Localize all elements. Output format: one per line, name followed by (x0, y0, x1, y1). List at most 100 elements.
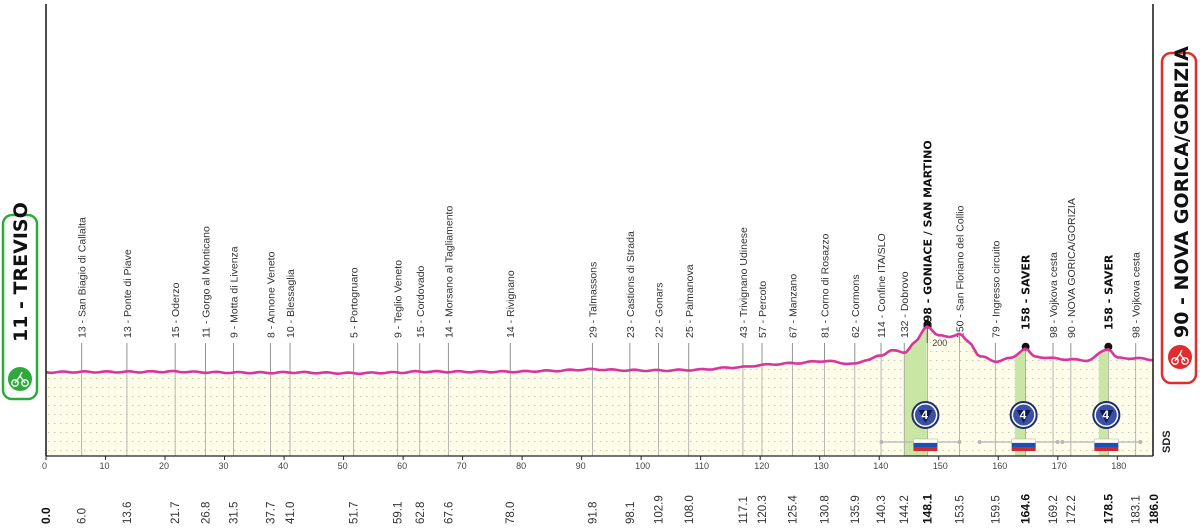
finish-wheel-left-icon (1171, 357, 1179, 365)
waypoint-km-23: 144.2 (899, 495, 911, 524)
waypoint-label-17: 43 - Trivignano Udinese (738, 227, 750, 338)
waypoint-km-25: 153.5 (955, 495, 967, 524)
start-cyclist-icon (6, 365, 34, 393)
waypoint-label-8: 5 - Portogruaro (349, 267, 361, 338)
waypoint-label-18: 57 - Percoto (757, 281, 769, 338)
start-label-box (1, 213, 39, 401)
start-frame-icon (14, 371, 26, 384)
waypoint-label-30: 158 - SAVER (1102, 254, 1115, 330)
profile-area (46, 326, 1153, 456)
waypoint-km-12: 78.0 (505, 502, 517, 524)
waypoint-label-23: 132 - Dobrovo (899, 271, 911, 338)
waypoint-km-5: 31.5 (229, 502, 241, 524)
finish-km-label: 186.0 (1147, 494, 1161, 524)
waypoint-label-26: 79 - Ingresso circuito (990, 240, 1002, 338)
climb-segment-1 (904, 326, 928, 456)
waypoint-km-6: 37.7 (265, 502, 277, 524)
slovenia-flag-white-icon (913, 438, 938, 444)
waypoint-label-12: 14 - Rivignano (505, 270, 517, 338)
slovenia-flag-white-icon (1011, 438, 1036, 444)
waypoint-label-13: 29 - Talmassons (587, 262, 599, 338)
climb-badge-3: 4 (1060, 401, 1143, 451)
climb-badge-triangle-icon (1099, 410, 1114, 423)
bonus-strip-start (879, 440, 884, 444)
inner-y-tick-label: 200 (932, 338, 947, 348)
finish-wheel-right-icon (1181, 357, 1189, 365)
waypoint-km-9: 59.1 (393, 502, 405, 524)
waypoint-km-7: 41.0 (285, 502, 297, 524)
waypoint-km-30: 178.5 (1101, 494, 1115, 524)
waypoint-label-3: 15 - Oderzo (170, 282, 182, 338)
climb-category-label: 4 (921, 408, 928, 422)
start-km-label: 0.0 (39, 507, 53, 524)
x-tick-label-150: 150 (933, 461, 948, 471)
climb-badge-1: 4 (879, 401, 962, 451)
brand-logo: SDS (1161, 430, 1173, 453)
waypoint-km-1: 6.0 (77, 508, 89, 524)
waypoint-km-3: 21.7 (170, 502, 182, 524)
waypoint-km-28: 169.2 (1048, 495, 1060, 524)
slovenia-flag-blue-icon (913, 443, 938, 447)
x-tick-label-0: 0 (42, 461, 47, 471)
x-tick-label-130: 130 (814, 461, 829, 471)
slovenia-flag-white-icon (1094, 438, 1119, 444)
waypoint-km-26: 159.5 (990, 495, 1002, 524)
waypoint-km-18: 120.3 (757, 495, 769, 524)
x-tick-label-170: 170 (1052, 461, 1067, 471)
slovenia-flag-red-icon (1094, 447, 1119, 451)
x-tick-label-80: 80 (516, 461, 526, 471)
slovenia-flag-red-icon (1011, 447, 1036, 451)
waypoint-km-17: 117.1 (738, 496, 750, 524)
finish-label: 90 - NOVA GORICA/GORIZIA (1171, 46, 1193, 338)
waypoint-label-9: 9 - Teglio Veneto (393, 260, 405, 338)
profile-line (45, 325, 1153, 376)
x-tick-label-30: 30 (219, 461, 229, 471)
finish-cyclist-icon (1166, 343, 1194, 371)
waypoint-label-24: 298 - GONIACE / SAN MARTINO (921, 140, 934, 330)
climb-category-label: 4 (1020, 408, 1027, 422)
waypoint-label-20: 81 - Corno di Rosazzo (820, 233, 832, 338)
start-wheel-right-icon (21, 379, 29, 387)
waypoint-label-10: 15 - Cordovado (415, 265, 427, 338)
x-tick-label-180: 180 (1111, 461, 1126, 471)
waypoint-km-4: 26.8 (201, 502, 213, 524)
finish-frame-icon (1174, 349, 1186, 362)
x-tick-label-20: 20 (159, 461, 169, 471)
waypoint-label-2: 13 - Ponte di Piave (122, 249, 134, 338)
waypoint-km-16: 108.0 (684, 495, 696, 524)
waypoint-label-21: 62 - Cormons (850, 274, 862, 338)
bonus-strip-end (1138, 440, 1143, 444)
bonus-strip-start (1060, 440, 1065, 444)
waypoint-km-15: 102.9 (653, 495, 665, 524)
waypoint-km-11: 67.6 (443, 502, 455, 524)
x-tick-label-90: 90 (576, 461, 586, 471)
slovenia-flag-blue-icon (1011, 443, 1036, 447)
climb-badge-2: 4 (977, 401, 1060, 451)
start-marker: 11 - TREVISO (1, 202, 39, 401)
waypoint-km-24: 148.1 (920, 494, 934, 524)
waypoint-label-19: 67 - Manzano (787, 274, 799, 338)
climb-badge-triangle-icon (918, 410, 933, 423)
waypoint-km-31: 183.1 (1131, 495, 1143, 524)
waypoint-km-14: 98.1 (625, 502, 637, 524)
x-tick-label-110: 110 (695, 461, 709, 471)
x-tick-label-60: 60 (397, 461, 407, 471)
waypoint-label-11: 14 - Morsano al Tagliamento (443, 206, 455, 338)
waypoint-label-27: 158 - SAVER (1020, 254, 1033, 330)
waypoint-km-21: 135.9 (850, 495, 862, 524)
waypoint-label-14: 23 - Castions di Strada (625, 231, 637, 338)
waypoint-km-19: 125.4 (787, 495, 799, 524)
waypoint-label-1: 13 - San Biagio di Callalta (77, 217, 89, 338)
waypoint-label-15: 22 - Gonars (653, 283, 665, 338)
finish-marker: 90 - NOVA GORICA/GORIZIA (1160, 46, 1198, 385)
waypoint-km-8: 51.7 (349, 502, 361, 524)
climb-category-label: 4 (1102, 408, 1109, 422)
x-tick-label-70: 70 (457, 461, 467, 471)
waypoint-km-20: 130.8 (820, 495, 832, 524)
finish-label-box (1160, 51, 1198, 385)
waypoint-label-22: 114 - Confine ITA/SLO (876, 233, 888, 338)
waypoint-label-16: 25 - Palmanova (684, 264, 696, 338)
x-tick-label-140: 140 (873, 461, 888, 471)
waypoint-label-5: 9 - Motta di Livenza (229, 246, 241, 338)
bonus-strip-end (1055, 440, 1060, 444)
